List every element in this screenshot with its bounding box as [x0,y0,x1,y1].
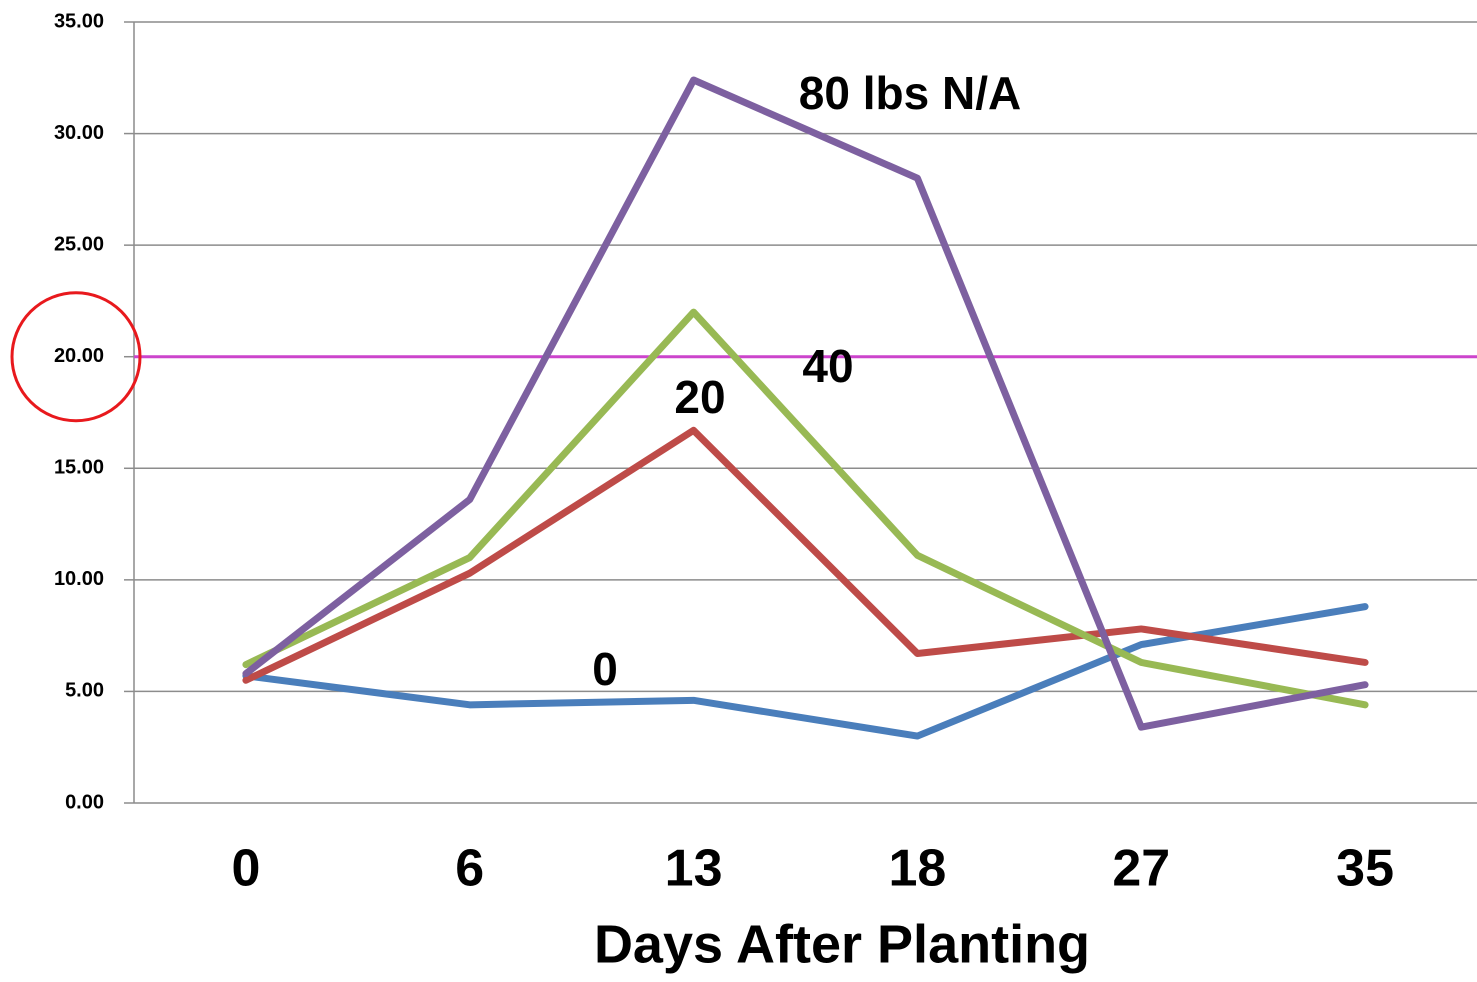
y-tick-label: 30.00 [54,122,104,144]
x-axis-title: Days After Planting [594,914,1090,974]
y-tick-label: 35.00 [54,10,104,32]
x-tick-label: 13 [665,840,723,898]
series-label: 80 lbs N/A [799,67,1021,119]
highlight-circle [10,291,142,423]
x-tick-label: 35 [1336,840,1394,898]
series-label: 20 [674,371,725,423]
x-tick-label: 0 [231,840,260,898]
series-line [242,426,1369,684]
series-line [242,76,1369,731]
y-tick-label: 10.00 [54,568,104,590]
x-tick-label: 27 [1112,840,1170,898]
series-line [242,308,1369,709]
series-line [242,603,1369,740]
y-tick-label: 20.00 [54,345,104,367]
x-tick-label: 18 [888,840,946,898]
series-label: 0 [592,643,618,695]
series-label: 40 [802,340,853,392]
y-tick-label: 25.00 [54,233,104,255]
y-tick-label: 5.00 [65,680,104,702]
y-tick-label: 15.00 [54,457,104,479]
y-tick-label: 0.00 [65,791,104,813]
x-tick-label: 6 [455,840,484,898]
